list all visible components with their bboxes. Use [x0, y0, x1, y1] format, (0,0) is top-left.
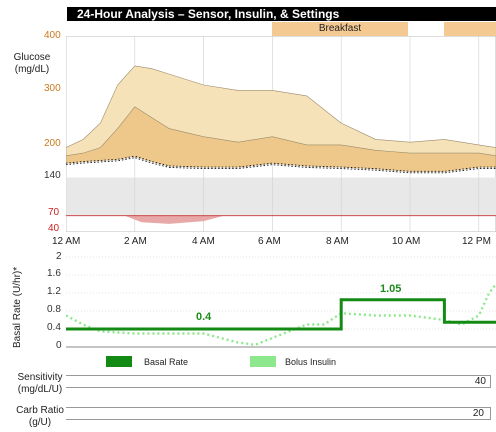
glucose-tick-70: 70	[48, 207, 60, 218]
x-tick-12am: 12 AM	[52, 236, 81, 247]
basal-rate-line	[66, 298, 496, 331]
basal-tick-1-6: 1.6	[47, 268, 61, 279]
glucose-tick-300: 300	[44, 83, 61, 94]
sensitivity-value: 40	[474, 376, 486, 387]
glucose-chart	[66, 36, 496, 232]
x-tick-8am: 8 AM	[326, 236, 349, 247]
low-glucose-area	[124, 215, 225, 224]
basal-tick-0: 0	[56, 340, 62, 351]
x-tick-12pm: 12 PM	[462, 236, 491, 247]
carb-ratio-label: Carb Ratio (g/U)	[16, 405, 64, 428]
basal-chart	[66, 256, 496, 348]
carb-ratio-row	[66, 407, 491, 420]
basal-label-0-4: 0.4	[196, 311, 212, 323]
basal-tick-1-2: 1.2	[47, 286, 61, 297]
legend-bolus-swatch	[250, 356, 276, 367]
x-tick-2am: 2 AM	[124, 236, 147, 247]
basal-tick-0-8: 0.8	[47, 304, 61, 315]
meal-label: Breakfast	[318, 23, 362, 34]
glucose-tick-40: 40	[48, 223, 60, 234]
legend-bolus-label: Bolus Insulin	[285, 357, 337, 367]
sensitivity-row	[66, 375, 491, 388]
basal-label-1-05: 1.05	[380, 283, 402, 295]
legend-basal-swatch	[106, 356, 132, 367]
glucose-tick-200: 200	[44, 138, 61, 149]
basal-tick-2: 2	[56, 251, 62, 262]
bolus-insulin-line	[66, 283, 496, 347]
legend-basal-label: Basal Rate	[144, 357, 189, 367]
x-tick-10am: 10 AM	[392, 236, 421, 247]
basal-axis-label: Basal Rate (U/hr)*	[12, 266, 23, 348]
glucose-tick-400: 400	[44, 30, 61, 41]
glucose-axis-label: Glucose (mg/dL)	[13, 52, 51, 75]
chart-title: 24-Hour Analysis – Sensor, Insulin, & Se…	[67, 7, 496, 21]
target-range-band	[66, 177, 496, 216]
meal-bar-left	[272, 22, 408, 36]
carb-ratio-value: 20	[472, 408, 484, 419]
median-glucose-outline	[66, 156, 496, 173]
sensitivity-label: Sensitivity (mg/dL/U)	[17, 372, 63, 395]
basal-tick-0-4: 0.4	[47, 322, 61, 333]
x-tick-4am: 4 AM	[192, 236, 215, 247]
glucose-tick-140: 140	[44, 170, 61, 181]
meal-bar-right	[444, 22, 496, 36]
x-tick-6am: 6 AM	[258, 236, 281, 247]
